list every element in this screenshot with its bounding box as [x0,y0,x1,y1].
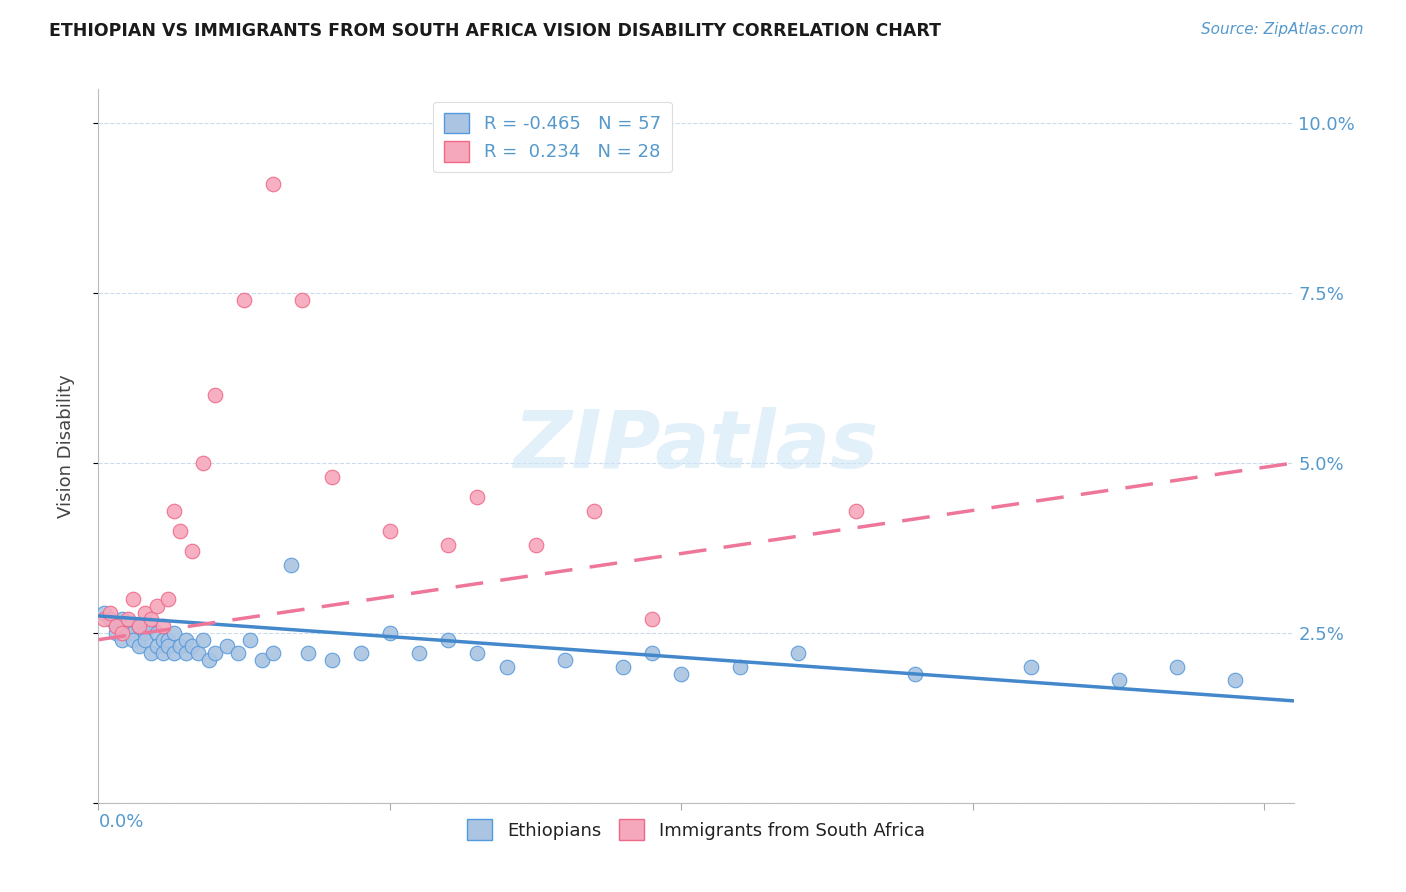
Point [378,626,401,640]
Point [98,606,121,620]
Point [437,537,460,551]
Point [671,666,693,681]
Point [157,640,180,654]
Point [152,632,174,647]
Point [612,660,634,674]
Point [728,660,751,674]
Point [104,619,127,633]
Point [152,646,174,660]
Point [193,632,215,647]
Point [495,660,517,674]
Point [104,626,127,640]
Point [291,293,314,307]
Point [93,606,115,620]
Point [845,503,868,517]
Point [1019,660,1042,674]
Point [98,612,121,626]
Point [1166,660,1188,674]
Point [169,524,191,538]
Point [104,619,127,633]
Point [145,626,167,640]
Point [787,646,810,660]
Point [139,646,162,660]
Point [117,612,139,626]
Legend: Ethiopians, Immigrants from South Africa: Ethiopians, Immigrants from South Africa [460,812,932,847]
Point [250,653,273,667]
Point [193,456,215,470]
Point [233,293,256,307]
Point [903,666,925,681]
Point [228,646,250,660]
Point [111,612,134,626]
Point [128,640,150,654]
Point [180,640,202,654]
Point [174,632,197,647]
Point [262,178,284,192]
Point [554,653,576,667]
Point [134,606,156,620]
Point [117,619,139,633]
Point [641,646,664,660]
Point [297,646,319,660]
Point [1225,673,1247,688]
Point [145,599,167,613]
Point [157,632,180,647]
Point [239,632,262,647]
Point [437,632,460,647]
Point [280,558,302,572]
Point [157,591,180,606]
Y-axis label: Vision Disability: Vision Disability [56,374,75,518]
Point [378,524,401,538]
Point [163,646,186,660]
Text: ZIPatlas: ZIPatlas [513,407,879,485]
Point [186,646,208,660]
Point [262,646,284,660]
Point [321,469,343,483]
Point [204,388,226,402]
Point [321,653,343,667]
Point [111,626,134,640]
Point [408,646,430,660]
Point [198,653,221,667]
Point [467,490,489,504]
Point [1108,673,1130,688]
Point [163,626,186,640]
Point [180,544,202,558]
Text: Source: ZipAtlas.com: Source: ZipAtlas.com [1201,22,1364,37]
Point [145,640,167,654]
Point [152,619,174,633]
Point [163,503,186,517]
Point [134,632,156,647]
Text: 0.0%: 0.0% [98,813,143,830]
Text: ETHIOPIAN VS IMMIGRANTS FROM SOUTH AFRICA VISION DISABILITY CORRELATION CHART: ETHIOPIAN VS IMMIGRANTS FROM SOUTH AFRIC… [49,22,941,40]
Point [350,646,373,660]
Point [467,646,489,660]
Point [139,612,162,626]
Point [117,626,139,640]
Point [128,619,150,633]
Point [215,640,238,654]
Point [93,612,115,626]
Point [139,619,162,633]
Point [128,619,150,633]
Point [122,626,145,640]
Point [169,640,191,654]
Point [122,591,145,606]
Point [641,612,664,626]
Point [111,632,134,647]
Point [204,646,226,660]
Point [122,632,145,647]
Point [524,537,547,551]
Point [134,626,156,640]
Point [174,646,197,660]
Point [582,503,605,517]
